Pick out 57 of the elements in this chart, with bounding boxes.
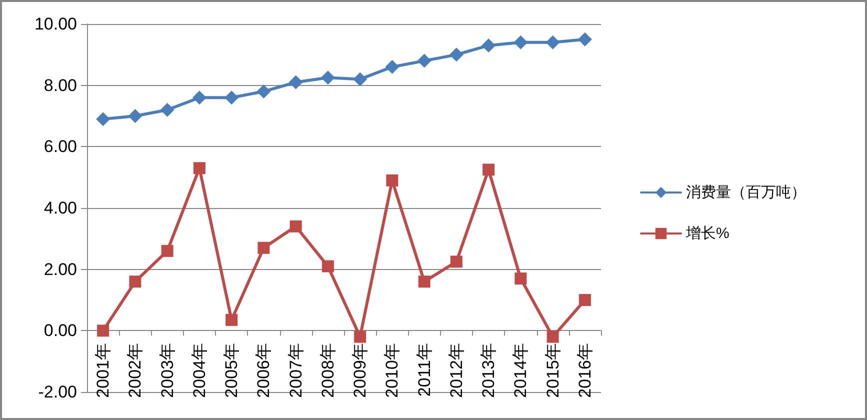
x-tick-label: 2001年: [94, 343, 113, 398]
point: [97, 324, 110, 337]
y-tick-label: 0.00: [44, 321, 77, 340]
point: [417, 54, 432, 68]
point: [450, 256, 462, 268]
x-tick-label: 2007年: [286, 343, 306, 398]
y-tick-label: 2.00: [44, 260, 77, 279]
x-tick-label: 2015年: [543, 343, 562, 398]
point: [160, 102, 174, 117]
x-tick-label: 2016年: [575, 343, 594, 398]
x-tick-label: 2009年: [350, 343, 370, 398]
point: [546, 330, 559, 343]
x-tick-label: 2005年: [222, 343, 242, 398]
point: [226, 314, 238, 326]
x-tick-label: 2003年: [158, 343, 177, 398]
point: [322, 260, 334, 272]
point: [385, 60, 400, 74]
point: [96, 112, 110, 126]
point: [546, 35, 560, 50]
point: [578, 294, 591, 306]
point: [449, 48, 464, 62]
point: [320, 70, 335, 85]
point: [386, 174, 398, 186]
y-tick-label: 10.00: [34, 14, 77, 34]
x-tick-label: 2006年: [254, 343, 274, 398]
x-tick-label: 2002年: [126, 343, 145, 398]
x-tick-label: 2011年: [414, 343, 434, 397]
point: [354, 330, 366, 343]
x-tick-label: 2004年: [190, 343, 209, 398]
legend-label: 消费量（百万吨）: [686, 184, 806, 201]
y-tick-label: 4.00: [44, 198, 77, 218]
point: [290, 220, 302, 232]
x-tick-label: 2014年: [511, 343, 530, 398]
point: [129, 276, 142, 288]
point: [256, 84, 271, 98]
point: [161, 244, 174, 257]
point: [128, 109, 142, 123]
y-tick-label: -2.00: [38, 382, 77, 402]
y-tick-label: 6.00: [44, 137, 77, 156]
point: [482, 38, 496, 52]
point: [514, 272, 527, 285]
point: [514, 35, 528, 50]
point: [224, 90, 239, 105]
x-tick-label: 2012年: [446, 343, 466, 398]
point: [578, 32, 592, 46]
x-tick-label: 2008年: [318, 343, 338, 398]
point: [193, 162, 206, 174]
x-tick-label: 2013年: [479, 343, 498, 398]
point: [418, 276, 430, 288]
legend-label: 增长%: [685, 225, 730, 242]
point: [288, 75, 303, 90]
x-tick-label: 2010年: [382, 343, 402, 398]
point: [192, 90, 206, 105]
point: [353, 72, 368, 86]
point: [258, 242, 270, 254]
y-tick-label: 8.00: [44, 76, 77, 95]
point: [482, 164, 495, 176]
